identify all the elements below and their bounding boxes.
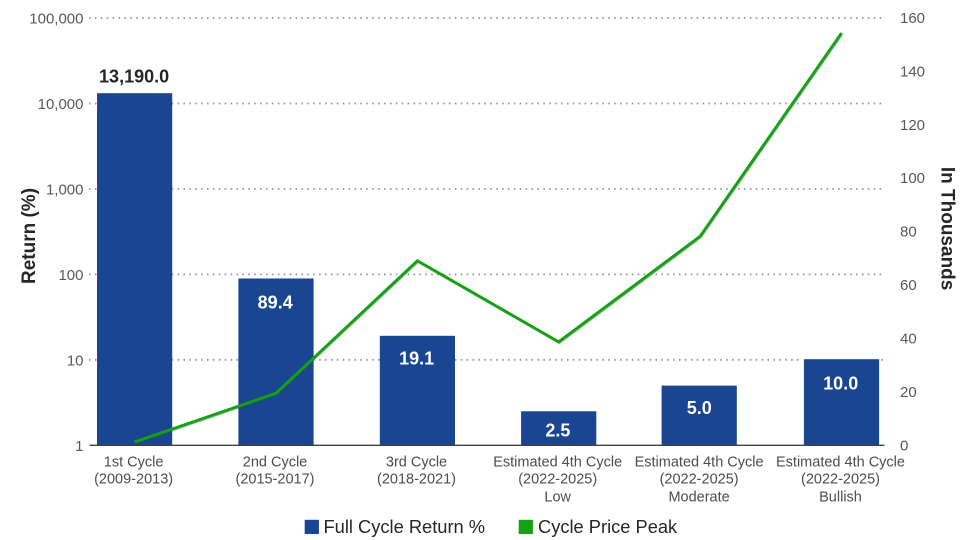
svg-text:5.0: 5.0 [687,398,712,418]
svg-text:10: 10 [67,352,84,369]
svg-text:100: 100 [900,170,925,187]
svg-text:Low: Low [544,490,571,506]
svg-text:Estimated 4th Cycle: Estimated 4th Cycle [776,455,905,471]
svg-text:(2015-2017): (2015-2017) [236,471,315,487]
svg-text:89.4: 89.4 [258,293,293,313]
svg-text:20: 20 [900,384,917,401]
svg-text:Moderate: Moderate [668,490,729,506]
svg-text:120: 120 [900,117,925,134]
svg-text:Estimated 4th Cycle: Estimated 4th Cycle [635,455,764,471]
svg-text:10.0: 10.0 [823,374,858,394]
svg-text:19.1: 19.1 [399,349,434,369]
svg-text:100: 100 [58,267,83,284]
svg-text:1st Cycle: 1st Cycle [104,455,164,471]
svg-text:Cycle Price Peak: Cycle Price Peak [538,516,678,537]
svg-text:100,000: 100,000 [29,11,83,28]
svg-text:(2022-2025): (2022-2025) [518,471,597,487]
svg-text:Bullish: Bullish [819,490,862,506]
svg-text:1: 1 [75,438,83,455]
svg-text:Return (%): Return (%) [19,188,40,284]
svg-text:2.5: 2.5 [545,421,570,441]
svg-text:In Thousands: In Thousands [937,167,958,291]
svg-text:(2018-2021): (2018-2021) [377,471,456,487]
svg-text:(2022-2025): (2022-2025) [801,471,880,487]
svg-text:Full Cycle Return %: Full Cycle Return % [324,516,486,537]
svg-text:2nd Cycle: 2nd Cycle [243,455,307,471]
svg-text:140: 140 [900,63,925,80]
svg-text:40: 40 [900,330,917,347]
svg-text:13,190.0: 13,190.0 [99,66,169,86]
svg-text:1,000: 1,000 [46,182,84,199]
svg-text:10,000: 10,000 [38,96,84,113]
svg-text:3rd Cycle: 3rd Cycle [386,455,447,471]
svg-text:(2009-2013): (2009-2013) [94,471,173,487]
svg-text:160: 160 [900,10,925,27]
svg-text:Estimated 4th Cycle: Estimated 4th Cycle [493,455,622,471]
svg-text:(2022-2025): (2022-2025) [660,471,739,487]
svg-text:60: 60 [900,277,917,294]
svg-text:0: 0 [900,437,908,454]
svg-text:80: 80 [900,224,917,241]
